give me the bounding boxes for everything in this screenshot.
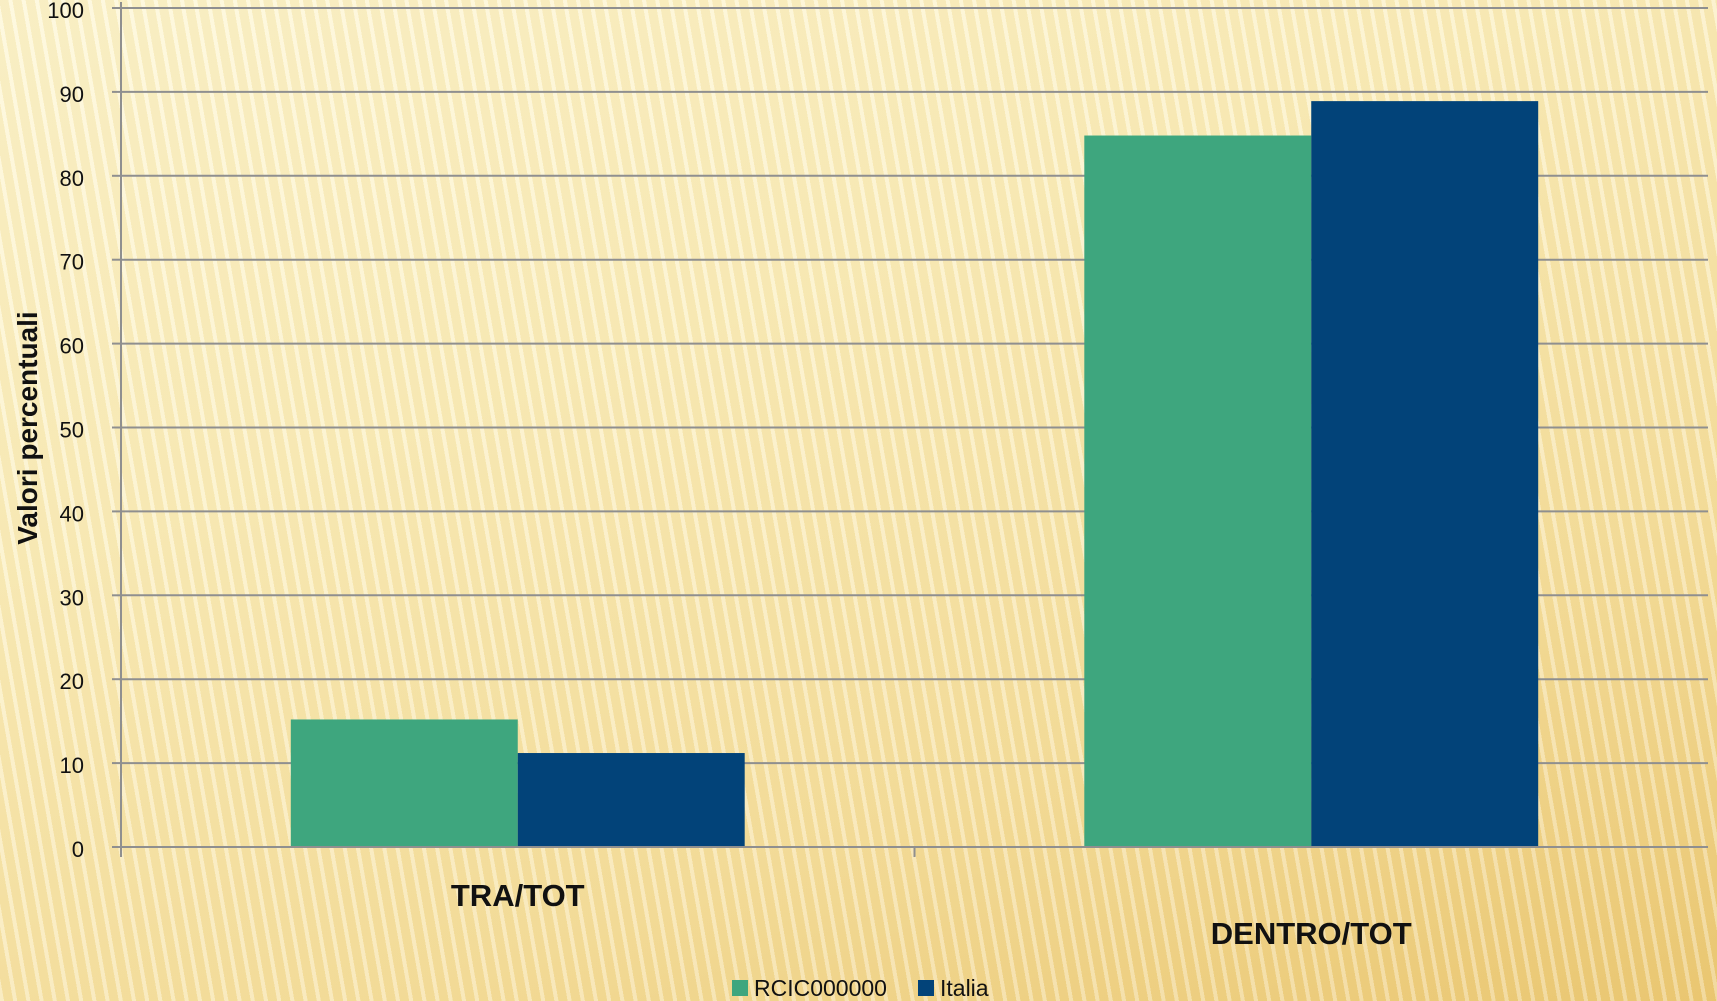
x-category-label: DENTRO/TOT xyxy=(1211,916,1412,951)
bar-rcic000000-0 xyxy=(290,719,518,847)
bars xyxy=(290,101,1539,847)
y-tick-label: 0 xyxy=(72,837,84,862)
y-tick-label: 10 xyxy=(60,753,84,778)
axes xyxy=(120,2,1708,857)
y-axis-ticks: 0 10 20 30 40 50 60 70 80 90 100 xyxy=(47,0,121,862)
y-tick-label: 70 xyxy=(60,250,84,275)
y-axis-label: Valori percentuali xyxy=(12,311,43,544)
bar-italia-0 xyxy=(517,753,745,847)
y-tick-label: 100 xyxy=(47,0,84,23)
y-tick-label: 40 xyxy=(60,501,84,526)
y-tick-label: 30 xyxy=(60,585,84,610)
category-labels: TRA/TOT DENTRO/TOT xyxy=(451,878,1412,951)
y-tick-label: 60 xyxy=(60,334,84,359)
y-tick-label: 80 xyxy=(60,166,84,191)
legend: RCIC000000 Italia xyxy=(732,975,989,1001)
legend-label-rcic000000: RCIC000000 xyxy=(754,975,887,1001)
y-tick-label: 90 xyxy=(60,82,84,107)
bar-italia-1 xyxy=(1311,101,1539,847)
y-tick-label: 50 xyxy=(60,418,84,443)
legend-label-italia: Italia xyxy=(940,975,989,1001)
x-category-label: TRA/TOT xyxy=(451,878,585,913)
bar-rcic000000-1 xyxy=(1084,135,1312,847)
y-tick-label: 20 xyxy=(60,669,84,694)
legend-swatch-italia xyxy=(918,980,934,996)
legend-swatch-rcic000000 xyxy=(732,980,748,996)
